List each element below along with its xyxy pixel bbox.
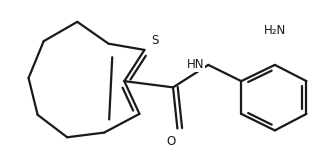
Text: S: S bbox=[151, 34, 159, 47]
Text: H₂N: H₂N bbox=[264, 24, 286, 37]
Text: O: O bbox=[167, 135, 176, 148]
Text: HN: HN bbox=[187, 58, 204, 71]
